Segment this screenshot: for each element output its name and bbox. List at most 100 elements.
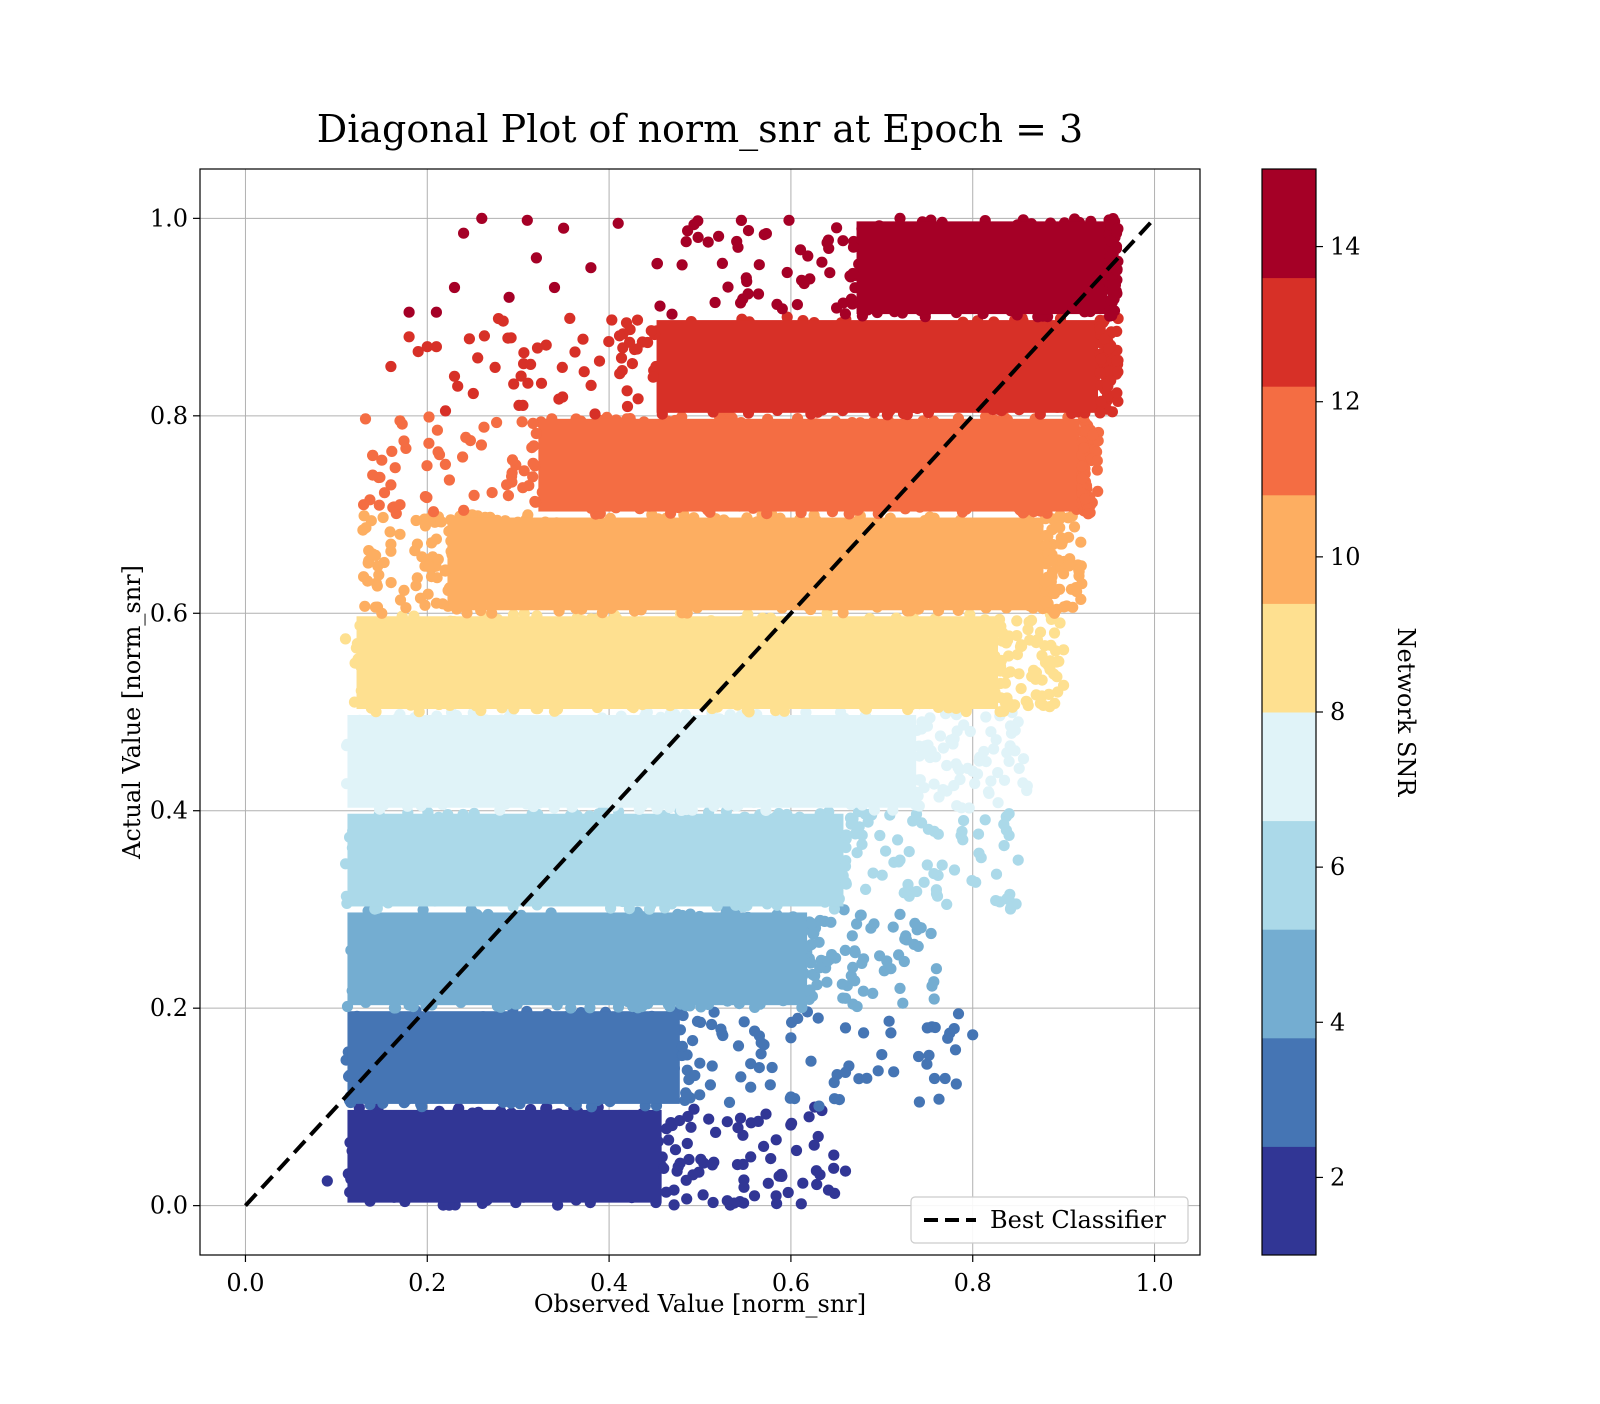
- scatter-point: [558, 222, 570, 234]
- scatter-point: [439, 458, 451, 470]
- scatter-point: [400, 602, 412, 614]
- scatter-point: [1102, 380, 1114, 392]
- scatter-point: [682, 225, 694, 237]
- scatter-point: [410, 580, 422, 592]
- scatter-point: [357, 524, 369, 536]
- scatter-point: [922, 823, 935, 835]
- scatter-point: [1005, 902, 1017, 914]
- scatter-point: [508, 378, 520, 390]
- scatter-point: [770, 1134, 782, 1146]
- scatter-point: [709, 296, 721, 309]
- scatter-point: [995, 692, 1007, 704]
- scatter-point: [887, 921, 899, 933]
- scatter-point: [836, 978, 848, 990]
- scatter-point: [1016, 640, 1028, 652]
- band-2-points: [341, 904, 943, 1014]
- scatter-point: [1103, 343, 1115, 355]
- scatter-point: [503, 291, 515, 303]
- scatter-point: [847, 961, 859, 974]
- scatter-point: [925, 745, 937, 757]
- scatter-point: [828, 1149, 840, 1161]
- scatter-point: [822, 1184, 835, 1196]
- scatter-point: [398, 584, 410, 597]
- scatter-point: [1058, 644, 1070, 656]
- scatter-point: [1111, 387, 1123, 399]
- scatter-point: [452, 380, 464, 392]
- scatter-point: [732, 1122, 744, 1134]
- scatter-point: [925, 927, 937, 940]
- scatter-point: [585, 262, 597, 274]
- scatter-point: [631, 343, 643, 355]
- scatter-point: [928, 778, 940, 790]
- scatter-point: [939, 1072, 951, 1085]
- scatter-point: [880, 845, 892, 857]
- scatter-point: [978, 745, 990, 758]
- scatter-point: [897, 997, 909, 1009]
- scatter-point: [467, 387, 479, 400]
- scatter-point: [419, 520, 431, 532]
- scatter-point: [802, 250, 814, 262]
- scatter-point: [804, 273, 816, 285]
- scatter-point: [427, 506, 440, 518]
- scatter-point: [723, 1096, 736, 1108]
- scatter-point: [823, 242, 835, 254]
- scatter-point: [386, 445, 398, 457]
- scatter-point: [804, 984, 816, 996]
- scatter-point: [585, 1101, 598, 1113]
- scatter-point: [849, 947, 861, 959]
- scatter-point: [706, 1159, 719, 1171]
- scatter-point: [515, 370, 527, 382]
- scatter-point: [1058, 568, 1070, 580]
- colorbar-tick-label: 4: [1330, 1008, 1345, 1036]
- scatter-point: [654, 300, 666, 312]
- scatter-point: [995, 625, 1007, 637]
- scatter-point: [362, 557, 374, 569]
- scatter-point: [385, 538, 397, 550]
- scatter-point: [771, 298, 783, 310]
- scatter-point: [651, 257, 664, 270]
- scatter-point: [755, 1048, 767, 1060]
- scatter-point: [764, 1079, 776, 1091]
- scatter-point: [840, 841, 852, 854]
- scatter-point: [376, 607, 388, 619]
- colorbar-segment: [1262, 603, 1316, 713]
- scatter-point: [822, 234, 835, 246]
- scatter-point: [790, 1144, 803, 1157]
- scatter-point: [631, 314, 644, 326]
- scatter-point: [388, 1002, 400, 1014]
- scatter-point: [1017, 753, 1030, 765]
- scatter-point: [506, 454, 519, 466]
- scatter-point: [1003, 650, 1015, 662]
- scatter-point: [1015, 683, 1027, 695]
- scatter-point: [1009, 699, 1021, 711]
- scatter-point: [703, 1113, 715, 1125]
- scatter-point: [982, 786, 995, 798]
- scatter-point: [970, 876, 982, 888]
- scatter-point: [858, 1027, 870, 1039]
- scatter-point: [883, 1015, 895, 1027]
- scatter-point: [478, 330, 490, 342]
- scatter-point: [677, 1049, 689, 1061]
- scatter-point: [992, 797, 1004, 809]
- band-core-fill: [347, 813, 844, 907]
- scatter-point: [1076, 472, 1088, 485]
- colorbar-tick-label: 14: [1330, 233, 1361, 261]
- colorbar-tick-label: 6: [1330, 853, 1345, 881]
- scatter-point: [979, 814, 991, 826]
- y-axis-ticks: 0.0 0.2 0.4 0.6 0.8 1.0: [150, 204, 200, 1220]
- scatter-point: [749, 1025, 761, 1037]
- scatter-point: [414, 592, 427, 604]
- colorbar-segment: [1262, 1146, 1316, 1256]
- scatter-point: [430, 306, 442, 318]
- scatter-point: [990, 734, 1002, 746]
- scatter-point: [706, 1018, 718, 1031]
- scatter-point: [923, 1049, 935, 1061]
- scatter-point: [821, 976, 833, 988]
- scatter-point: [548, 281, 561, 294]
- scatter-point: [831, 222, 843, 234]
- band-core-fill: [347, 912, 808, 1006]
- scatter-point: [666, 308, 678, 320]
- scatter-point: [359, 413, 372, 425]
- scatter-point: [685, 1121, 697, 1133]
- scatter-point: [1105, 250, 1117, 262]
